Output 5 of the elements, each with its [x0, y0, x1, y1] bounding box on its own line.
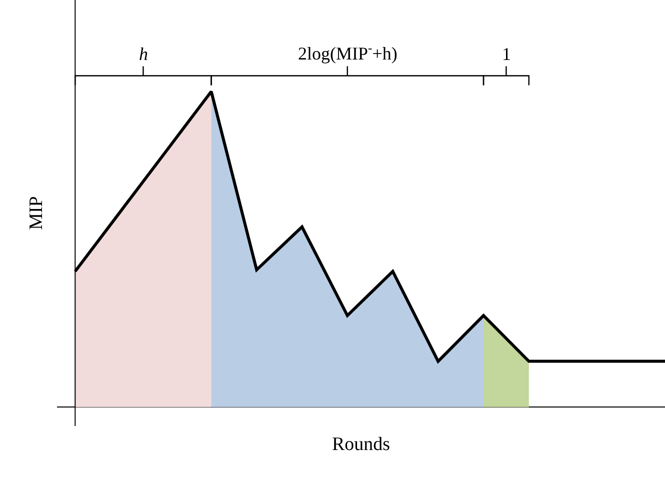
text: 1 [502, 44, 511, 64]
y-axis-title: MIP [26, 196, 47, 230]
text: h [139, 44, 148, 64]
x-axis-title: Rounds [332, 434, 390, 455]
text: 2log(MIP$^{-}$+h) [298, 41, 398, 64]
